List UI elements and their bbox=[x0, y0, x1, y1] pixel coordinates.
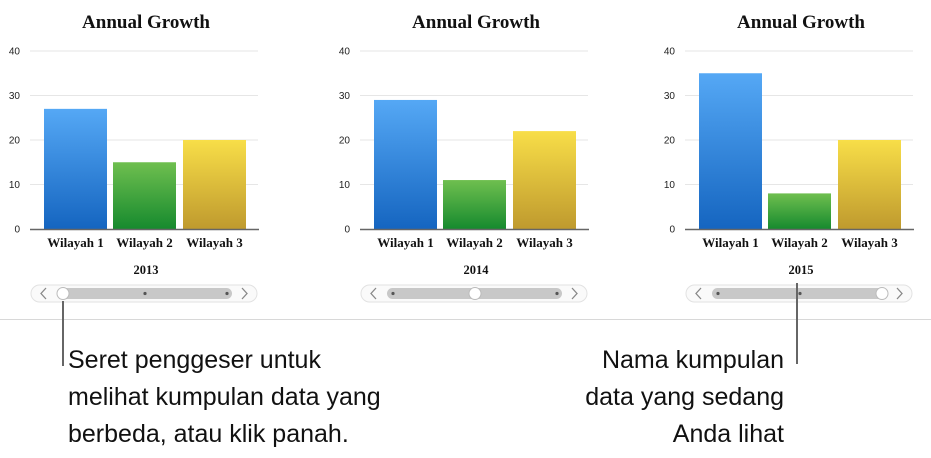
y-tick-label: 10 bbox=[664, 180, 676, 191]
x-tick-label: Wilayah 3 bbox=[841, 235, 898, 250]
chart-2013: Annual Growth 0 10 20 30 40 Wilayah 1 Wilayah 2… bbox=[9, 12, 259, 303]
chevron-left-icon[interactable] bbox=[40, 287, 47, 300]
bar-wilayah-1 bbox=[374, 99, 437, 229]
chart-title: Annual Growth bbox=[412, 12, 540, 33]
x-tick-label: Wilayah 3 bbox=[516, 235, 573, 250]
y-tick-label: 10 bbox=[339, 180, 351, 191]
bar-wilayah-2 bbox=[768, 193, 831, 229]
x-tick-label: Wilayah 1 bbox=[47, 235, 103, 250]
chevron-right-icon[interactable] bbox=[241, 287, 248, 300]
callout-line: Seret penggeser untuk bbox=[68, 346, 321, 374]
bar-wilayah-2 bbox=[113, 162, 176, 229]
bar-wilayah-3 bbox=[838, 140, 901, 229]
slider-stop-dot bbox=[391, 291, 395, 296]
y-tick-label: 0 bbox=[14, 225, 20, 236]
bar-wilayah-2 bbox=[443, 180, 506, 229]
y-tick-label: 0 bbox=[669, 225, 675, 236]
slider-thumb[interactable] bbox=[56, 287, 70, 300]
x-tick-label: Wilayah 2 bbox=[771, 235, 827, 250]
slider-thumb[interactable] bbox=[468, 287, 482, 300]
dataset-slider[interactable] bbox=[685, 284, 913, 303]
y-tick-label: 20 bbox=[339, 136, 351, 147]
y-tick-label: 40 bbox=[9, 47, 21, 58]
y-tick-label: 10 bbox=[9, 180, 21, 191]
y-tick-label: 30 bbox=[339, 91, 351, 102]
dataset-slider[interactable] bbox=[30, 284, 258, 303]
x-tick-label: Wilayah 3 bbox=[186, 235, 243, 250]
slider-stop-dot bbox=[798, 291, 802, 296]
dataset-label: 2015 bbox=[789, 263, 814, 277]
x-tick-label: Wilayah 2 bbox=[116, 235, 172, 250]
y-tick-label: 40 bbox=[664, 47, 676, 58]
chevron-left-icon[interactable] bbox=[695, 287, 702, 300]
chart-2014: Annual Growth 0 10 20 30 40 Wilayah 1 Wilayah 2… bbox=[339, 12, 589, 303]
x-tick-label: Wilayah 1 bbox=[377, 235, 433, 250]
chart-2015: Annual Growth 0 10 20 30 40 Wilayah 1 Wilayah 2… bbox=[664, 12, 914, 303]
y-tick-label: 20 bbox=[664, 136, 676, 147]
callout-line: berbeda, atau klik panah. bbox=[68, 420, 349, 448]
chevron-right-icon[interactable] bbox=[896, 287, 903, 300]
bar-wilayah-3 bbox=[513, 131, 576, 229]
slider-stop-dot bbox=[716, 291, 720, 296]
dataset-slider[interactable] bbox=[360, 284, 588, 303]
y-tick-label: 0 bbox=[344, 225, 350, 236]
callout-line: Nama kumpulan bbox=[601, 346, 784, 374]
bar-wilayah-1 bbox=[44, 108, 107, 229]
y-tick-label: 30 bbox=[664, 91, 676, 102]
y-tick-label: 40 bbox=[339, 47, 351, 58]
callout-dataset-name: Nama kumpulan data yang sedang Anda liha… bbox=[585, 342, 784, 453]
bar-wilayah-3 bbox=[183, 140, 246, 229]
callout-slider-instructions: Seret penggeser untuk melihat kumpulan d… bbox=[68, 342, 381, 453]
x-tick-label: Wilayah 1 bbox=[702, 235, 758, 250]
slider-thumb[interactable] bbox=[875, 287, 889, 300]
chevron-right-icon[interactable] bbox=[571, 287, 578, 300]
chart-title: Annual Growth bbox=[737, 12, 865, 33]
dataset-label: 2014 bbox=[464, 263, 490, 277]
x-tick-label: Wilayah 2 bbox=[446, 235, 502, 250]
chart-title: Annual Growth bbox=[82, 12, 210, 33]
bar-wilayah-1 bbox=[699, 73, 762, 229]
dataset-label: 2013 bbox=[134, 263, 159, 277]
slider-stop-dot bbox=[555, 291, 559, 296]
callout-line: Anda lihat bbox=[672, 420, 784, 448]
y-tick-label: 20 bbox=[9, 136, 21, 147]
callout-line: data yang sedang bbox=[585, 383, 784, 411]
callout-line: melihat kumpulan data yang bbox=[68, 383, 381, 411]
slider-stop-dot bbox=[225, 291, 229, 296]
y-tick-label: 30 bbox=[9, 91, 21, 102]
slider-stop-dot bbox=[143, 291, 147, 296]
chevron-left-icon[interactable] bbox=[370, 287, 377, 300]
